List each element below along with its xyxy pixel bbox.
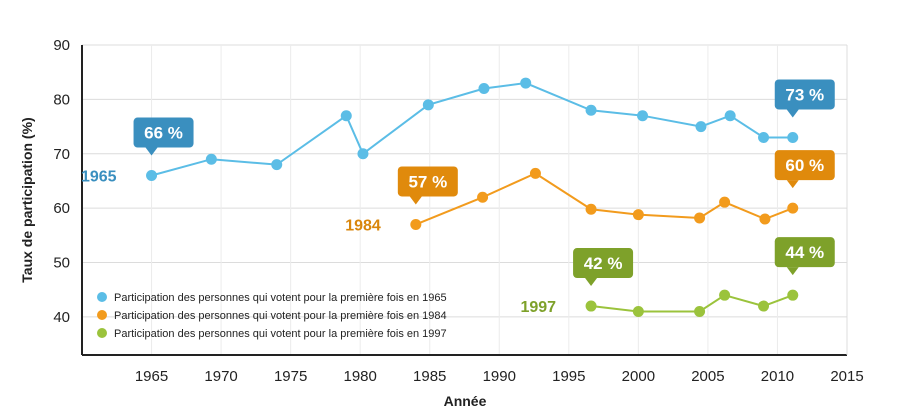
- series-2: 1997 42 % 44 %: [520, 237, 835, 317]
- x-tick-label: 1995: [552, 368, 585, 385]
- data-point: [724, 110, 736, 122]
- legend-entry: Participation des personnes qui votent p…: [114, 292, 447, 304]
- data-point: [410, 218, 422, 230]
- callout-label: 42 %: [584, 254, 623, 273]
- series-0: 1965 66 % 73 %: [81, 77, 835, 186]
- legend: Participation des personnes qui votent p…: [97, 292, 447, 340]
- series-layer: 1965 66 % 73 % 1984 57 % 60 % 1997 42 % 44 %: [81, 77, 835, 317]
- x-tick-label: 1970: [204, 368, 237, 385]
- legend-entry: Participation des personnes qui votent p…: [114, 310, 447, 322]
- data-point: [694, 212, 706, 224]
- x-tick-label: 1990: [483, 368, 516, 385]
- series-start-label: 1997: [520, 299, 556, 316]
- y-tick-label: 70: [53, 146, 70, 163]
- data-point: [422, 99, 434, 111]
- callout-pointer: [786, 109, 799, 118]
- data-point: [520, 77, 532, 89]
- data-point: [271, 159, 283, 171]
- data-point: [787, 289, 799, 301]
- data-point: [695, 121, 707, 133]
- data-point: [632, 209, 644, 221]
- data-point: [787, 131, 799, 143]
- callout-pointer: [409, 196, 422, 205]
- data-point: [340, 110, 352, 122]
- callout-label: 66 %: [144, 124, 183, 143]
- callout-pointer: [585, 278, 598, 287]
- x-tick-label: 2015: [830, 368, 863, 385]
- data-point: [585, 104, 597, 116]
- data-point: [585, 203, 597, 215]
- data-point: [529, 167, 541, 179]
- y-tick-label: 40: [53, 309, 70, 326]
- callout-box: [774, 237, 835, 268]
- x-tick-label: 1980: [343, 368, 376, 385]
- legend-marker: [97, 328, 107, 338]
- callout-box: [397, 166, 458, 197]
- data-point: [758, 131, 770, 143]
- x-axis-title: Année: [444, 393, 487, 409]
- x-tick-label: 1965: [135, 368, 168, 385]
- callout-box: [573, 248, 634, 279]
- y-tick-label: 60: [53, 200, 70, 217]
- legend-marker: [97, 292, 107, 302]
- legend-marker: [97, 310, 107, 320]
- callout-box: [133, 117, 194, 148]
- callout: 42 %: [573, 248, 634, 287]
- callout: 44 %: [774, 237, 835, 276]
- callout-label: 44 %: [785, 243, 824, 262]
- callout-pointer: [786, 267, 799, 276]
- callout-label: 60 %: [785, 156, 824, 175]
- x-tick-label: 2005: [691, 368, 724, 385]
- data-point: [632, 305, 644, 317]
- data-point: [357, 148, 369, 160]
- y-tick-label: 50: [53, 255, 70, 272]
- data-point: [477, 191, 489, 203]
- data-point: [694, 305, 706, 317]
- callout-pointer: [145, 147, 158, 156]
- callout-label: 73 %: [785, 85, 824, 104]
- series-line: [415, 172, 794, 226]
- y-tick-label: 80: [53, 91, 70, 108]
- callout: 73 %: [774, 79, 835, 118]
- callout-box: [774, 79, 835, 110]
- data-point: [585, 300, 597, 312]
- callout: 66 %: [133, 117, 194, 156]
- x-tick-label: 2000: [622, 368, 655, 385]
- grid: [82, 44, 848, 355]
- callout-box: [774, 150, 835, 181]
- data-point: [787, 202, 799, 214]
- data-point: [759, 213, 771, 225]
- callout: 60 %: [774, 150, 835, 189]
- series-1: 1984 57 % 60 %: [345, 150, 835, 234]
- y-axis-title: Taux de participation (%): [19, 117, 35, 282]
- data-point: [719, 289, 731, 301]
- callout-pointer: [786, 180, 799, 189]
- legend-entry: Participation des personnes qui votent p…: [114, 328, 447, 340]
- x-tick-label: 1985: [413, 368, 446, 385]
- data-point: [758, 300, 770, 312]
- data-point: [478, 83, 490, 95]
- x-tick-label: 1975: [274, 368, 307, 385]
- axes: 40 50 60 70 80 90 1965 1970 1975 1980 1985 1990 1995…: [53, 37, 863, 385]
- series-start-label: 1965: [81, 169, 117, 186]
- x-tick-label: 2010: [761, 368, 794, 385]
- callout-label: 57 %: [408, 172, 447, 191]
- data-point: [146, 170, 158, 182]
- y-tick-label: 90: [53, 37, 70, 54]
- data-point: [719, 196, 731, 208]
- data-point: [205, 153, 217, 165]
- series-start-label: 1984: [345, 217, 381, 234]
- data-point: [637, 110, 649, 122]
- callout: 57 %: [397, 166, 458, 205]
